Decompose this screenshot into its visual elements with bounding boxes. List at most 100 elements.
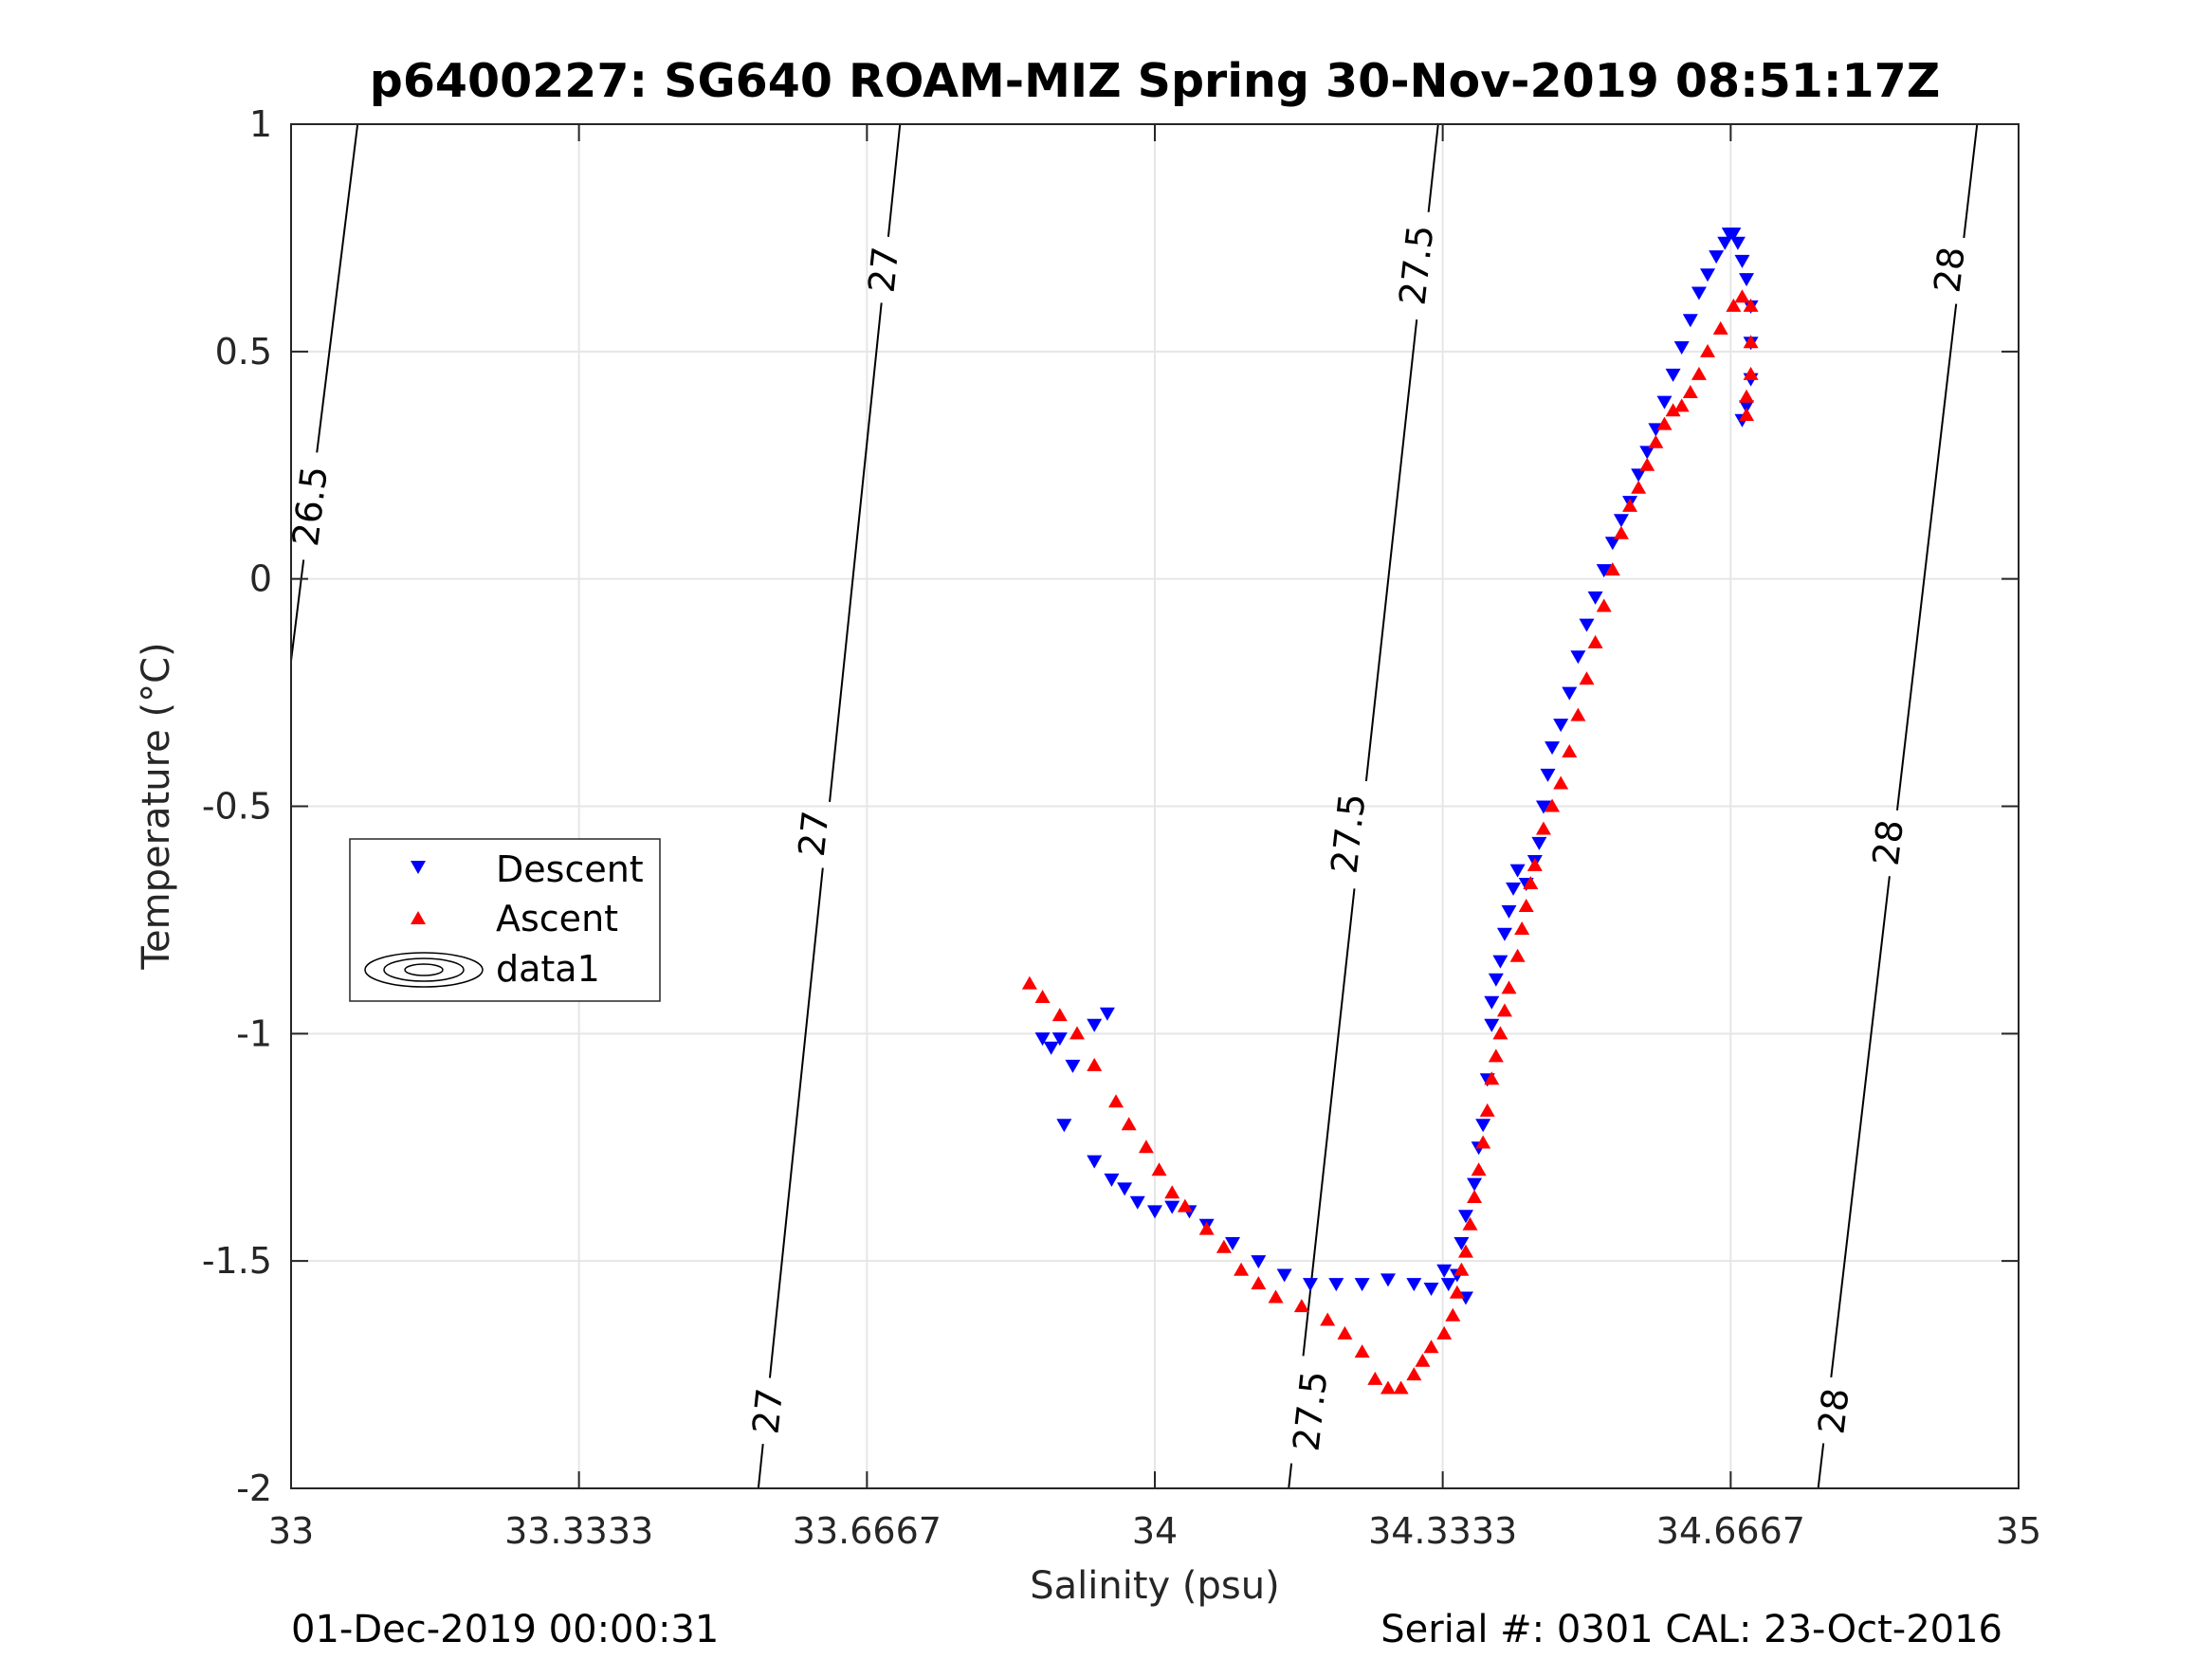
isopycnal-line bbox=[887, 123, 902, 237]
ascent-point bbox=[1138, 1139, 1154, 1154]
descent-point bbox=[1406, 1278, 1422, 1292]
ascent-point bbox=[1234, 1262, 1250, 1276]
descent-point bbox=[1682, 314, 1698, 328]
descent-point bbox=[1051, 1032, 1068, 1047]
ascent-point bbox=[1415, 1353, 1431, 1367]
ascent-point bbox=[1743, 366, 1759, 380]
ascent-point bbox=[1051, 1008, 1068, 1022]
ascent-point bbox=[1570, 707, 1586, 721]
ascent-point bbox=[1449, 1285, 1465, 1299]
ascent-point bbox=[1337, 1325, 1353, 1340]
descent-point bbox=[1129, 1195, 1145, 1210]
ascent-point bbox=[1523, 876, 1539, 890]
ascent-point bbox=[1488, 1048, 1504, 1063]
ascent-point bbox=[1501, 980, 1517, 994]
descent-point bbox=[1056, 1119, 1072, 1133]
ascent-point bbox=[1475, 1135, 1491, 1149]
ascent-point bbox=[1268, 1289, 1284, 1304]
descent-point bbox=[1087, 1018, 1103, 1032]
legend-box bbox=[349, 838, 661, 1002]
descent-point bbox=[1484, 995, 1500, 1010]
ascent-point bbox=[1545, 798, 1561, 812]
ascent-point bbox=[1496, 1003, 1512, 1017]
ascent-point bbox=[1471, 1162, 1487, 1176]
descent-point bbox=[1423, 1282, 1439, 1296]
ascent-point bbox=[1492, 1026, 1508, 1040]
descent-point bbox=[1739, 273, 1755, 287]
grid-lines bbox=[291, 124, 2019, 1488]
isopycnal-line bbox=[1830, 876, 1891, 1378]
descent-point bbox=[1453, 1236, 1470, 1250]
ascent-point bbox=[1453, 1262, 1470, 1276]
descent-point bbox=[1729, 236, 1746, 250]
ascent-point bbox=[1320, 1312, 1336, 1326]
isopycnal-line bbox=[829, 302, 883, 802]
descent-point bbox=[1328, 1278, 1344, 1292]
density-contours: 26.5 27 27 27 27.5 27.5 27.5 28 28 28 bbox=[284, 123, 1979, 1489]
descent-point bbox=[1579, 618, 1595, 632]
legend-ascent-marker bbox=[411, 911, 426, 924]
descent-point bbox=[1484, 1018, 1500, 1032]
y-axis-label: Temperature (°C) bbox=[135, 642, 178, 970]
isopycnal-line bbox=[1895, 303, 1958, 811]
descent-point bbox=[1436, 1264, 1453, 1278]
ascent-point bbox=[1604, 562, 1620, 576]
legend-data1-label: data1 bbox=[496, 948, 600, 990]
ascent-point bbox=[1743, 335, 1759, 349]
isopycnal-label: 27 bbox=[861, 245, 907, 295]
descent-point bbox=[1639, 446, 1655, 460]
descent-point bbox=[1302, 1278, 1318, 1292]
x-tick-label: 34.6667 bbox=[1656, 1510, 1805, 1552]
ascent-point bbox=[1367, 1371, 1383, 1385]
ascent-point bbox=[1177, 1198, 1193, 1212]
y-tick-label: -2 bbox=[236, 1468, 272, 1509]
y-tick-label: -0.5 bbox=[202, 786, 272, 828]
descent-point bbox=[1104, 1173, 1120, 1187]
ascent-point bbox=[1648, 434, 1664, 448]
descent-point bbox=[1656, 395, 1673, 410]
ascent-point bbox=[1673, 398, 1690, 412]
isopycnal-label: 28 bbox=[1865, 817, 1911, 867]
descent-point bbox=[1276, 1268, 1292, 1283]
isopycnal-label: 27 bbox=[791, 809, 837, 859]
descent-point bbox=[1034, 1032, 1051, 1047]
ascent-point bbox=[1087, 1057, 1103, 1071]
ascent-point bbox=[1613, 525, 1629, 539]
descent-point bbox=[1709, 250, 1725, 264]
ascent-point bbox=[1656, 416, 1673, 430]
x-tick-label: 35 bbox=[1996, 1510, 2041, 1552]
axis-ticks bbox=[290, 123, 2020, 1489]
ascent-point bbox=[1034, 989, 1051, 1003]
ascent-point bbox=[1121, 1117, 1137, 1131]
legend-contour-icon bbox=[364, 952, 484, 988]
descent-point bbox=[1147, 1205, 1162, 1219]
isopycnal-line bbox=[316, 123, 359, 453]
footer-timestamp: 01-Dec-2019 00:00:31 bbox=[291, 1608, 719, 1651]
descent-point bbox=[1717, 236, 1733, 250]
descent-point bbox=[1496, 927, 1512, 941]
descent-point bbox=[1604, 537, 1620, 551]
x-tick-label: 33.3333 bbox=[504, 1510, 653, 1552]
x-axis-label: Salinity (psu) bbox=[1030, 1564, 1279, 1608]
ascent-series bbox=[1021, 289, 1759, 1395]
descent-point bbox=[1488, 973, 1504, 987]
descent-point bbox=[1251, 1255, 1267, 1269]
descent-point bbox=[1117, 1182, 1133, 1196]
x-tick-label: 33.6667 bbox=[793, 1510, 941, 1552]
descent-point bbox=[1043, 1041, 1059, 1055]
ascent-point bbox=[1665, 403, 1681, 417]
isopycnal-label: 27 bbox=[744, 1386, 791, 1436]
ascent-point bbox=[1535, 821, 1551, 835]
x-tick-label: 33 bbox=[268, 1510, 314, 1552]
isopycnal-label: 26.5 bbox=[284, 464, 336, 548]
ascent-point bbox=[1479, 1103, 1495, 1117]
descent-point bbox=[1509, 864, 1526, 878]
descent-point bbox=[1531, 836, 1547, 850]
descent-point bbox=[1596, 564, 1612, 578]
ascent-point bbox=[1553, 775, 1569, 790]
isopycnal-line bbox=[1302, 888, 1356, 1357]
ascent-point bbox=[1622, 498, 1638, 512]
ascent-point bbox=[1467, 1190, 1483, 1204]
ascent-point bbox=[1700, 343, 1716, 357]
x-tick-label: 34 bbox=[1132, 1510, 1178, 1552]
